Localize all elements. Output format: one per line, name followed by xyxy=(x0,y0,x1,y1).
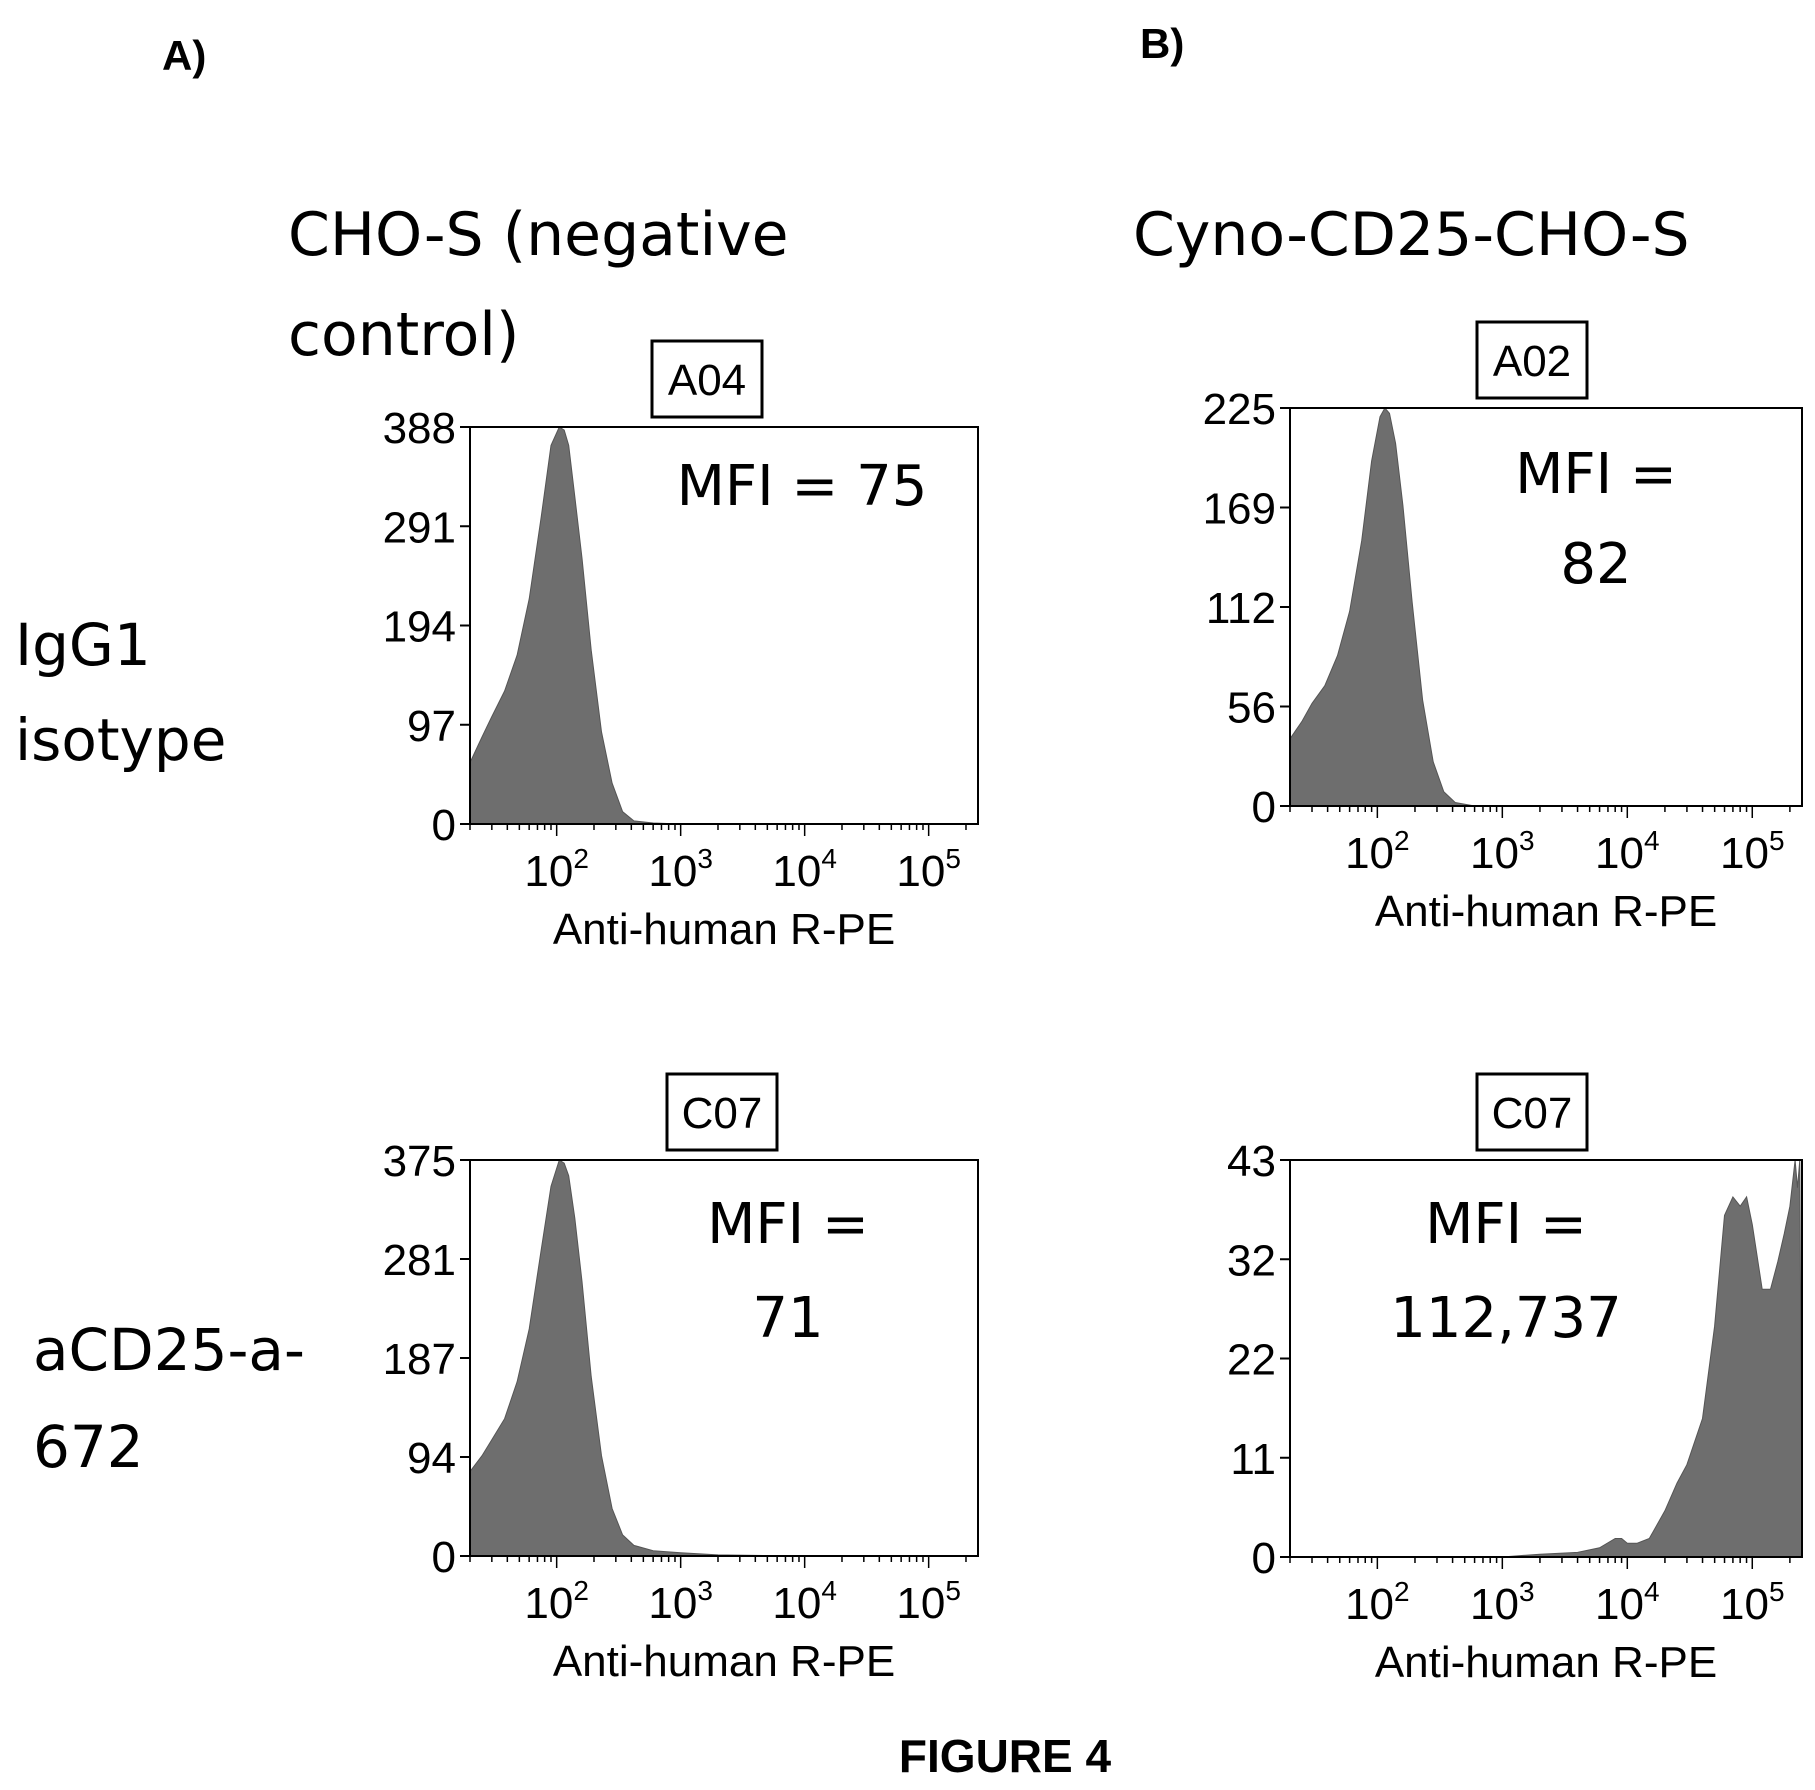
x-tick-label: 102 xyxy=(524,1575,589,1628)
y-tick-label: 187 xyxy=(383,1335,456,1384)
x-tick-label: 105 xyxy=(1720,825,1785,878)
y-tick-label: 22 xyxy=(1227,1336,1276,1385)
x-tick-label: 104 xyxy=(1595,825,1660,878)
x-tick-label: 105 xyxy=(896,1575,961,1628)
x-tick-label: 104 xyxy=(772,1575,837,1628)
histogram-area xyxy=(1290,1159,1803,1558)
x-tick-label: 104 xyxy=(1595,1576,1660,1629)
y-tick-label: 169 xyxy=(1203,485,1276,534)
mfi-annotation: MFI = xyxy=(1425,1192,1587,1257)
x-tick-label: 105 xyxy=(896,843,961,896)
y-tick-label: 375 xyxy=(383,1137,456,1186)
well-id-label: A04 xyxy=(668,356,746,405)
y-tick-label: 112 xyxy=(1206,584,1276,633)
y-tick-label: 0 xyxy=(432,1533,456,1582)
x-tick-label: 104 xyxy=(772,843,837,896)
well-id-box xyxy=(1475,320,1589,400)
y-tick-label: 43 xyxy=(1227,1137,1276,1186)
y-tick-label: 0 xyxy=(1252,783,1276,832)
mfi-annotation: MFI = xyxy=(707,1192,869,1257)
mfi-value: 112,737 xyxy=(1390,1286,1622,1351)
mfi-value: 71 xyxy=(752,1286,823,1351)
column-title-a-line2: control) xyxy=(288,300,519,370)
x-tick-label: 102 xyxy=(524,843,589,896)
row-label-2-line1: aCD25-a- xyxy=(33,1316,305,1384)
x-axis-label: Anti-human R-PE xyxy=(553,1637,895,1686)
well-id-label: A02 xyxy=(1493,337,1571,386)
y-tick-label: 56 xyxy=(1227,684,1276,733)
row-label-2-line2: 672 xyxy=(33,1413,144,1481)
panel-label-a: A) xyxy=(162,32,206,79)
histogram-area xyxy=(469,1159,978,1557)
y-tick-label: 11 xyxy=(1230,1435,1276,1484)
row-label-1-line2: isotype xyxy=(15,706,226,774)
y-tick-label: 388 xyxy=(383,404,456,453)
column-title-a-line1: CHO-S (negative xyxy=(288,200,789,270)
y-tick-label: 0 xyxy=(432,801,456,850)
mfi-annotation: MFI = xyxy=(1515,442,1677,507)
x-tick-label: 102 xyxy=(1345,1576,1410,1629)
y-tick-label: 194 xyxy=(383,603,456,652)
x-tick-label: 102 xyxy=(1345,825,1410,878)
x-tick-label: 103 xyxy=(648,1575,713,1628)
mfi-annotation: MFI = 75 xyxy=(677,454,928,519)
figure-caption: FIGURE 4 xyxy=(899,1730,1112,1782)
mfi-value: 82 xyxy=(1560,532,1631,597)
y-tick-label: 281 xyxy=(383,1236,456,1285)
well-id-box xyxy=(665,1072,779,1152)
x-tick-label: 103 xyxy=(1470,825,1535,878)
well-id-box xyxy=(1475,1072,1589,1152)
x-tick-label: 103 xyxy=(648,843,713,896)
y-tick-label: 0 xyxy=(1252,1534,1276,1583)
y-tick-label: 291 xyxy=(383,503,456,552)
y-tick-label: 97 xyxy=(407,702,456,751)
x-axis-label: Anti-human R-PE xyxy=(1375,887,1717,936)
x-axis-label: Anti-human R-PE xyxy=(553,905,895,954)
panel-label-b: B) xyxy=(1140,20,1184,67)
y-tick-label: 32 xyxy=(1227,1236,1276,1285)
well-id-label: C07 xyxy=(682,1089,763,1138)
x-axis-label: Anti-human R-PE xyxy=(1375,1638,1717,1687)
well-id-box xyxy=(650,339,764,419)
y-tick-label: 94 xyxy=(407,1434,456,1483)
row-label-1-line1: IgG1 xyxy=(15,611,151,679)
x-tick-label: 105 xyxy=(1720,1576,1785,1629)
x-tick-label: 103 xyxy=(1470,1576,1535,1629)
y-tick-label: 225 xyxy=(1203,385,1276,434)
column-title-b: Cyno-CD25-CHO-S xyxy=(1133,200,1690,270)
well-id-label: C07 xyxy=(1492,1089,1573,1138)
